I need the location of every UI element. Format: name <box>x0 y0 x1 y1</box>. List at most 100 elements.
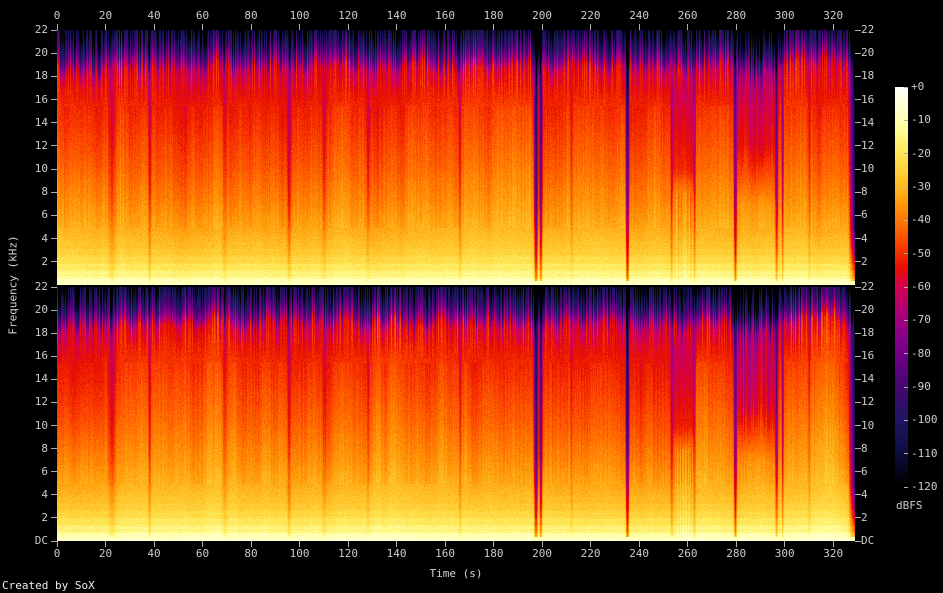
x-tick-label-bottom: 260 <box>677 547 698 560</box>
x-tick-top <box>153 24 155 30</box>
y-tick-left <box>51 52 57 54</box>
x-tick-bottom <box>638 541 640 547</box>
x-tick-bottom <box>493 541 495 547</box>
x-tick-bottom <box>396 541 398 547</box>
x-tick-label-bottom: 140 <box>386 547 407 560</box>
colorbar-tick-label: -120 <box>911 480 938 493</box>
colorbar-tick-label: -10 <box>911 113 931 127</box>
colorbar-tick <box>904 286 908 288</box>
x-tick-bottom <box>444 541 446 547</box>
x-tick-label-top: 0 <box>53 9 61 22</box>
y-tick-label-right: 12 <box>861 395 875 409</box>
x-tick-top <box>832 24 834 30</box>
y-tick-left <box>51 378 57 380</box>
colorbar-tick-label: -20 <box>911 146 931 160</box>
x-tick-label-top: 80 <box>244 9 258 22</box>
y-tick-label-left: 16 <box>34 349 48 363</box>
y-tick-right <box>855 75 861 77</box>
y-tick-left <box>51 332 57 334</box>
x-tick-bottom <box>299 541 301 547</box>
y-tick-label-left: 18 <box>34 326 48 340</box>
x-tick-top <box>396 24 398 30</box>
x-tick-top <box>202 24 204 30</box>
x-tick-top <box>687 24 689 30</box>
y-tick-left <box>51 99 57 101</box>
y-tick-label-left: 14 <box>34 115 48 129</box>
spectrogram-left-channel <box>57 30 855 285</box>
y-tick-left <box>51 471 57 473</box>
x-tick-label-top: 200 <box>532 9 553 22</box>
y-tick-label-dc-right: DC <box>861 534 875 547</box>
y-tick-label-right: 16 <box>861 92 875 106</box>
x-tick-label-top: 180 <box>483 9 504 22</box>
y-tick-label-right: 14 <box>861 115 875 129</box>
x-tick-top <box>347 24 349 30</box>
x-tick-label-bottom: 300 <box>774 547 795 560</box>
x-tick-label-bottom: 320 <box>823 547 844 560</box>
x-tick-label-top: 40 <box>147 9 161 22</box>
colorbar-tick <box>904 153 908 155</box>
x-tick-label-top: 280 <box>726 9 747 22</box>
x-tick-top <box>735 24 737 30</box>
y-tick-label-dc-left: DC <box>34 534 48 547</box>
y-tick-label-right: 12 <box>861 138 875 152</box>
colorbar-tick <box>904 253 908 255</box>
x-tick-label-bottom: 220 <box>580 547 601 560</box>
colorbar-tick-label: -60 <box>911 280 931 293</box>
y-tick-right <box>855 355 861 357</box>
x-tick-label-top: 160 <box>435 9 456 22</box>
colorbar-tick-label: +0 <box>911 80 925 93</box>
y-tick-right <box>855 261 861 263</box>
x-tick-label-bottom: 160 <box>435 547 456 560</box>
x-tick-label-top: 20 <box>98 9 113 22</box>
y-tick-label-left: 12 <box>34 395 48 409</box>
y-tick-label-right: 6 <box>861 464 868 478</box>
x-tick-label-top: 320 <box>823 9 844 22</box>
x-tick-label-bottom: 40 <box>147 547 161 560</box>
y-tick-left <box>51 286 57 288</box>
y-tick-left <box>51 261 57 263</box>
x-tick-top <box>56 24 58 30</box>
y-tick-label-right: 2 <box>861 254 868 268</box>
y-tick-label-left: 10 <box>34 418 48 432</box>
y-tick-right <box>855 332 861 334</box>
y-tick-label-left: 18 <box>34 69 48 83</box>
x-axis-title: Time (s) <box>429 567 483 580</box>
x-tick-top <box>590 24 592 30</box>
y-tick-label-left: 4 <box>41 487 48 501</box>
x-tick-label-bottom: 60 <box>195 547 210 560</box>
y-tick-right <box>855 517 861 519</box>
y-tick-right <box>855 286 861 288</box>
x-tick-bottom <box>56 541 58 547</box>
colorbar-tick <box>904 386 908 388</box>
y-tick-right-dc <box>855 540 861 542</box>
y-tick-left <box>51 191 57 193</box>
x-tick-top <box>250 24 252 30</box>
y-tick-label-left: 22 <box>34 23 48 36</box>
colorbar-tick-label: -90 <box>911 380 931 393</box>
x-tick-bottom <box>541 541 543 547</box>
y-tick-left <box>51 238 57 240</box>
y-tick-right <box>855 52 861 54</box>
y-tick-label-right: 6 <box>861 208 868 222</box>
x-tick-label-bottom: 240 <box>629 547 650 560</box>
x-tick-bottom <box>347 541 349 547</box>
y-tick-label-right: 16 <box>861 349 875 363</box>
y-tick-right <box>855 309 861 311</box>
x-tick-label-top: 220 <box>580 9 601 22</box>
x-tick-top <box>493 24 495 30</box>
colorbar-tick-label: -80 <box>911 346 931 360</box>
y-tick-left <box>51 168 57 170</box>
x-tick-label-bottom: 180 <box>483 547 504 560</box>
y-tick-label-right: 20 <box>861 303 875 317</box>
x-tick-label-bottom: 0 <box>53 547 61 560</box>
colorbar-tick <box>904 86 908 88</box>
x-tick-label-bottom: 280 <box>726 547 747 560</box>
x-tick-label-bottom: 200 <box>532 547 553 560</box>
y-tick-right <box>855 191 861 193</box>
x-tick-label-top: 260 <box>677 9 698 22</box>
y-tick-label-left: 14 <box>34 372 48 386</box>
colorbar-tick <box>904 419 908 421</box>
y-tick-label-right: 18 <box>861 69 875 83</box>
x-tick-bottom <box>202 541 204 547</box>
